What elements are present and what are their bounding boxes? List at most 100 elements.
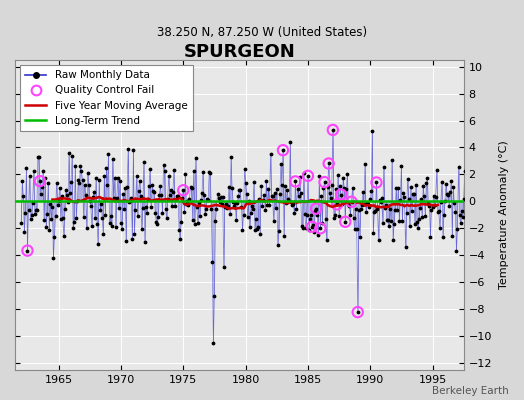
Point [103,182,112,188]
Point [140,239,149,246]
Point [329,127,337,133]
Point [370,208,378,215]
Point [22,165,30,171]
Point [438,178,446,185]
Point [452,248,461,254]
Point [211,218,220,224]
Point [425,203,434,209]
Point [182,201,191,208]
Point [434,208,443,215]
Point [219,194,227,201]
Point [88,222,96,229]
Point [268,193,277,200]
Point [128,236,137,242]
Point [101,212,110,219]
Point [314,232,322,238]
Point [232,217,241,223]
Point [387,218,395,224]
Point [17,220,26,227]
Point [282,200,290,206]
Point [148,182,156,188]
Point [223,205,231,212]
Point [96,206,104,213]
Point [43,211,51,218]
Point [453,226,462,233]
Point [448,233,456,239]
Point [355,207,363,213]
Point [150,189,158,195]
Point [320,179,329,185]
Point [129,147,138,153]
Point [316,225,324,232]
Point [194,200,203,206]
Point [266,151,275,158]
Title: SPURGEON: SPURGEON [183,43,295,61]
Point [412,182,420,189]
Point [358,202,366,208]
Point [333,201,341,208]
Point [336,183,344,190]
Point [279,147,287,153]
Point [395,218,403,225]
Point [133,173,141,180]
Point [83,170,92,176]
Point [248,203,256,210]
Point [444,192,452,198]
Point [147,204,155,210]
Point [354,309,362,315]
Point [198,190,206,196]
Point [427,206,435,213]
Point [221,204,229,210]
Point [238,227,247,233]
Point [171,203,179,210]
Point [267,193,276,199]
Point [172,195,180,202]
Point [229,198,237,205]
Point [175,227,183,233]
Point [253,226,261,232]
Point [265,202,274,209]
Point [44,180,52,186]
Point [46,201,54,208]
Point [196,197,205,203]
Point [329,127,337,133]
Point [392,185,400,191]
Point [446,188,454,195]
Point [145,183,153,190]
Point [416,205,424,212]
Point [91,215,99,222]
Point [25,173,34,179]
Point [251,227,259,233]
Point [353,226,361,232]
Point [335,212,343,219]
Point [419,183,428,190]
Point [92,175,100,181]
Point [152,218,160,225]
Point [50,234,59,240]
Point [420,193,429,200]
Point [99,231,107,237]
Point [57,216,65,222]
Point [24,207,32,213]
Point [183,198,192,204]
Point [298,223,306,229]
Point [328,182,336,188]
Point [49,255,58,261]
Point [113,195,121,201]
Point [235,186,244,193]
Text: 38.250 N, 87.250 W (United States): 38.250 N, 87.250 W (United States) [157,26,367,39]
Point [351,226,359,232]
Point [323,184,332,190]
Point [155,192,163,198]
Point [81,192,90,198]
Point [62,187,70,193]
Point [154,214,162,220]
Point [318,220,326,226]
Point [415,216,423,222]
Point [367,187,376,194]
Point [337,191,345,198]
Point [206,170,214,176]
Point [389,236,397,243]
Point [208,259,216,265]
Point [125,199,134,205]
